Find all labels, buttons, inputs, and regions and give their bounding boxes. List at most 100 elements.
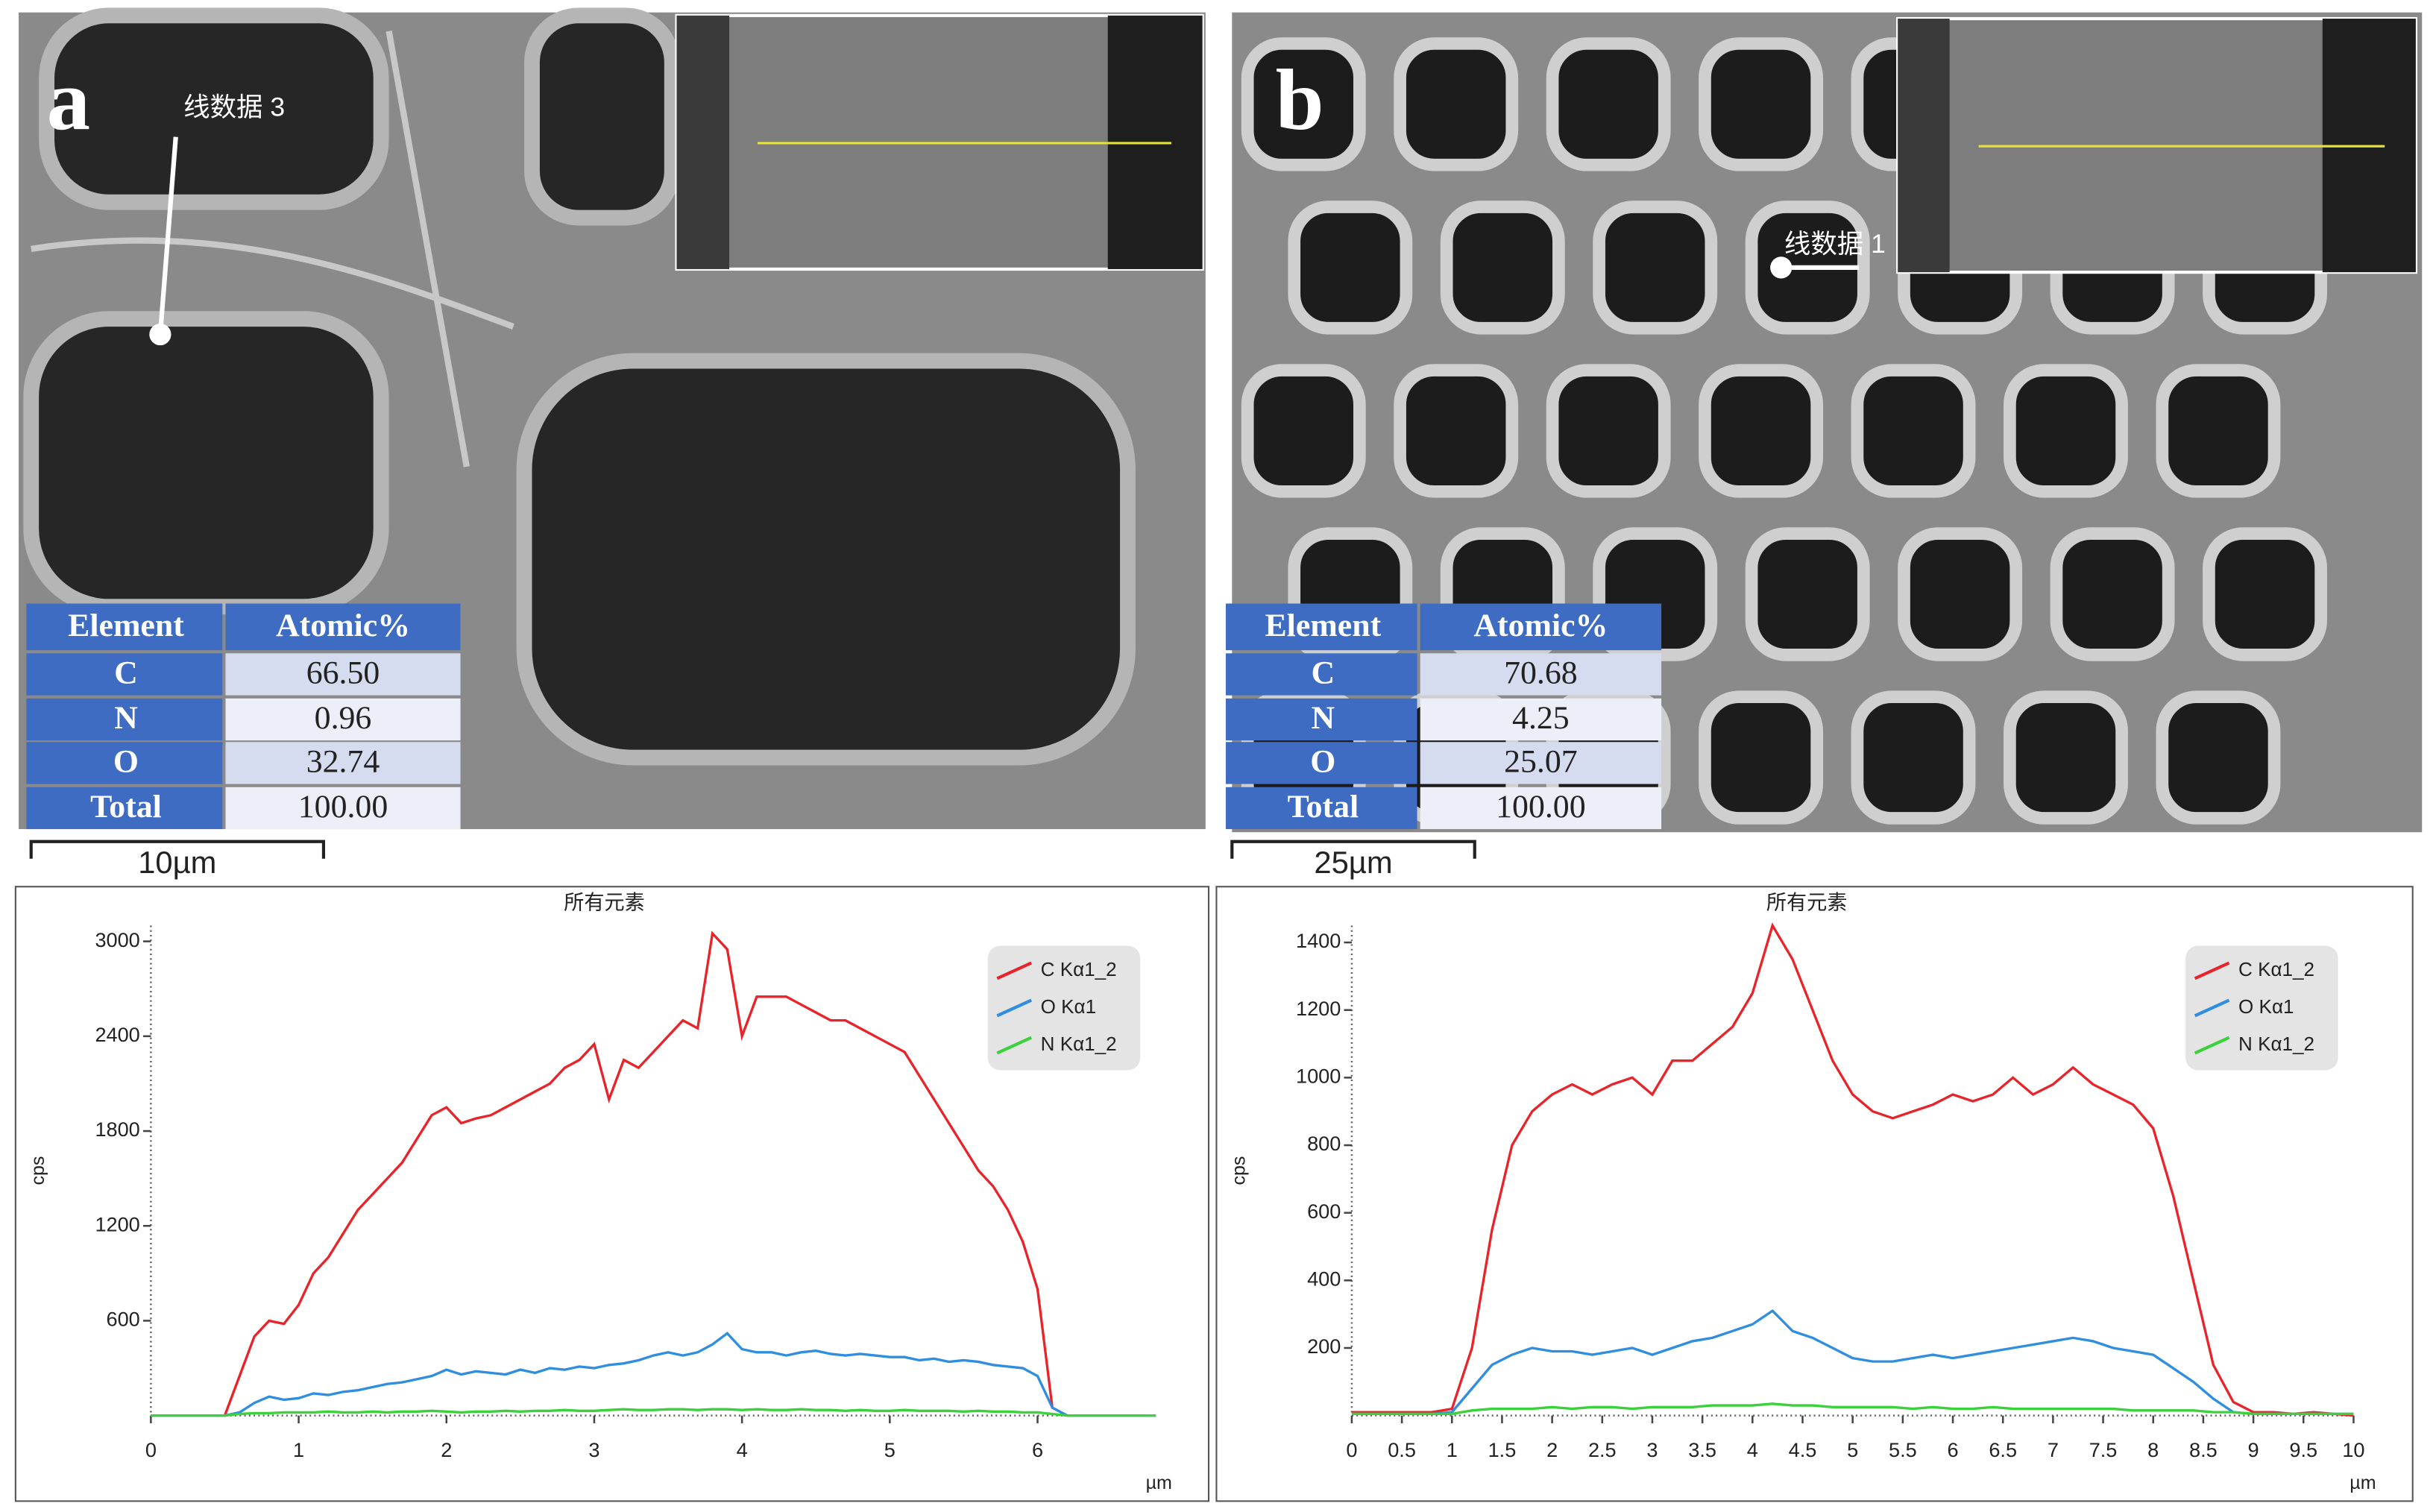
x-tick-label: 6 (1032, 1438, 1043, 1461)
scale-bar (29, 840, 326, 859)
cell-lumen (1851, 690, 1976, 825)
cell-lumen (1546, 37, 1671, 171)
table-text: Atomic% (276, 608, 410, 643)
table-cell (1420, 698, 1662, 741)
sem-image (19, 7, 1206, 830)
x-tick-label: 0.5 (1388, 1438, 1416, 1461)
table-cell (26, 698, 223, 741)
cell-lumen (2156, 364, 2281, 498)
table-cell (1225, 698, 1417, 741)
legend-label: O Kα1 (1041, 995, 1096, 1018)
cell-lumen (1241, 37, 1366, 171)
table-text: Element (1265, 608, 1381, 643)
cell-lumen (1440, 201, 1565, 335)
cell-lumen (1288, 201, 1413, 335)
x-tick-label: 2 (441, 1438, 452, 1461)
x-tick-label: 5.5 (1889, 1438, 1917, 1461)
cell-lumen (516, 353, 1136, 766)
scale-bar (1230, 840, 1476, 859)
x-tick-label: 1 (1447, 1438, 1458, 1461)
cell-lumen (1546, 364, 1671, 498)
x-tick-label: 7.5 (2089, 1438, 2118, 1461)
cell-wall (31, 30, 514, 467)
x-tick-label: 0 (1346, 1438, 1357, 1461)
table-text: Atomic% (1473, 608, 1608, 643)
table-cell (26, 653, 223, 696)
x-tick-label: 9.5 (2289, 1438, 2317, 1461)
table-text: Element (68, 608, 184, 643)
table-cell (26, 603, 223, 651)
y-tick-label: 1400 (1296, 929, 1341, 952)
y-tick-label: 1200 (95, 1212, 139, 1235)
table-text: O (1310, 744, 1335, 780)
pin-line (157, 136, 178, 335)
x-tick-label: 0 (145, 1438, 157, 1461)
table-text: 66.50 (306, 655, 380, 691)
table-cell (225, 742, 461, 784)
legend-swatch (996, 1036, 1033, 1055)
table-cell (26, 742, 223, 784)
table-cell (26, 787, 223, 830)
cell-lumen (1851, 364, 1976, 498)
legend-label: O Kα1 (2238, 995, 2294, 1018)
data-line (1351, 1402, 2354, 1416)
x-tick-label: 4 (1747, 1438, 1758, 1461)
legend-label: N Kα1_2 (1041, 1033, 1117, 1055)
y-tick-label: 400 (1307, 1267, 1341, 1290)
x-tick-label: 6 (1947, 1438, 1958, 1461)
legend-swatch (2194, 961, 2230, 980)
table-text: O (113, 744, 139, 780)
cell-lumen (2156, 690, 2281, 825)
pin-dot (149, 323, 171, 346)
legend-label: C Kα1_2 (1041, 958, 1117, 980)
x-tick-label: 2.5 (1588, 1438, 1617, 1461)
x-tick-label: 4 (737, 1438, 748, 1461)
cell-lumen (2004, 364, 2128, 498)
cell-lumen (2004, 690, 2128, 825)
y-tick-label: 600 (107, 1308, 140, 1331)
data-line (151, 1408, 1156, 1417)
x-tick-label: 6.5 (1989, 1438, 2017, 1461)
table-cell (225, 698, 461, 741)
table-text: 100.00 (1496, 789, 1585, 825)
x-tick-label: 7 (2048, 1438, 2059, 1461)
cell-lumen (23, 311, 389, 615)
table-text: C (1311, 655, 1335, 691)
x-tick-label: 8 (2147, 1438, 2159, 1461)
table-cell (1420, 653, 1662, 696)
y-tick-label: 3000 (95, 928, 139, 951)
cell-lumen (1699, 690, 1824, 825)
table-cell (225, 653, 461, 696)
table-cell (1225, 603, 1417, 651)
x-tick-label: 9 (2248, 1438, 2259, 1461)
table-text: 70.68 (1504, 655, 1578, 691)
x-tick-label: 5 (884, 1438, 896, 1461)
y-tick-label: 1800 (95, 1118, 139, 1141)
y-tick-label: 200 (1307, 1335, 1341, 1358)
table-text: Total (90, 789, 162, 825)
x-tick-label: 8.5 (2189, 1438, 2218, 1461)
cell-lumen (39, 7, 389, 210)
table-text: 0.96 (315, 700, 372, 736)
x-tick-label: 3 (1646, 1438, 1658, 1461)
table-text: 25.07 (1504, 744, 1578, 780)
legend-swatch (2194, 1036, 2230, 1055)
pin-dot (1770, 256, 1793, 279)
table-cell (1225, 742, 1417, 784)
cell-lumen (1394, 364, 1519, 498)
x-axis-label: µm (2350, 1472, 2376, 1493)
y-tick-label: 1000 (1296, 1065, 1341, 1088)
table-cell (1420, 787, 1662, 830)
chart-title: 所有元素 (564, 890, 644, 913)
scale-bar-label: 25µm (1314, 845, 1392, 880)
table-cell (1420, 603, 1662, 651)
table-cell (1225, 787, 1417, 830)
x-tick-label: 2 (1546, 1438, 1558, 1461)
cell-lumen (1745, 527, 1870, 661)
cell-lumen (1241, 364, 1366, 498)
table-cell (225, 787, 461, 830)
legend-swatch (996, 998, 1033, 1018)
panel-label: a (47, 52, 90, 148)
x-tick-label: 1.5 (1488, 1438, 1517, 1461)
table-text: N (114, 700, 138, 736)
